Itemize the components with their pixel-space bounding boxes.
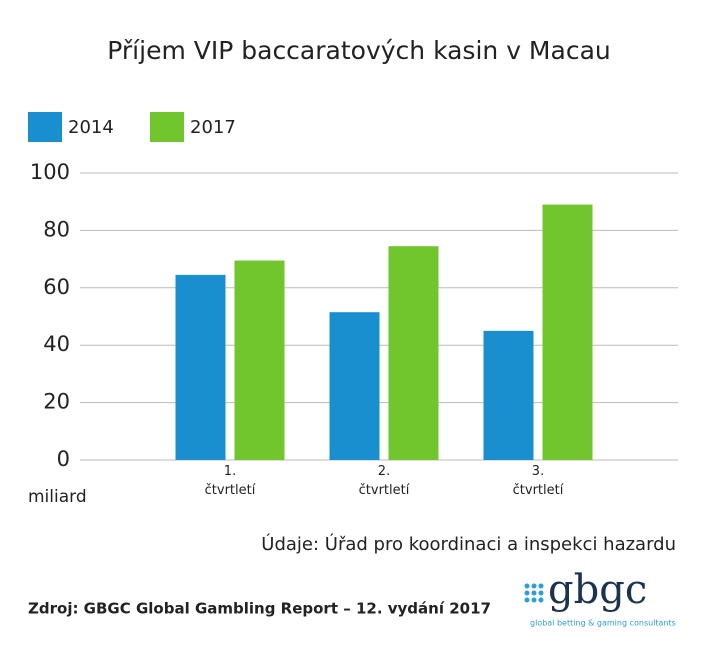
bar xyxy=(329,312,380,460)
x-tick-label: 3. čtvrtletí xyxy=(512,464,564,498)
logo-dots xyxy=(524,583,544,603)
bar xyxy=(483,330,534,460)
source: Zdroj: GBGC Global Gambling Report – 12.… xyxy=(28,600,491,618)
x-tick-label: 1. čtvrtletí xyxy=(204,464,256,498)
bar xyxy=(388,246,439,460)
y-tick-label: 20 xyxy=(43,390,70,414)
legend-label: 2014 xyxy=(68,117,114,138)
bar xyxy=(175,274,226,460)
logo-tagline: global betting & gaming consultants xyxy=(530,619,676,628)
note: Údaje: Úřad pro koordinaci a inspekci ha… xyxy=(261,533,676,555)
legend-swatch xyxy=(28,112,62,142)
y-tick-label: 100 xyxy=(30,160,70,184)
legend-label: 2017 xyxy=(190,117,236,138)
y-tick-label: 60 xyxy=(43,275,70,299)
bar xyxy=(542,204,593,460)
y-unit-label: miliard xyxy=(28,487,87,507)
y-tick-label: 80 xyxy=(43,217,70,241)
legend-swatch xyxy=(150,112,184,142)
y-tick-label: 0 xyxy=(57,447,70,471)
y-tick-label: 40 xyxy=(43,332,70,356)
x-tick-label: 2. čtvrtletí xyxy=(358,464,410,498)
bar xyxy=(234,260,285,460)
chart-title: Příjem VIP baccaratových kasin v Macau xyxy=(107,36,610,65)
logo-name: gbgc xyxy=(548,567,647,613)
